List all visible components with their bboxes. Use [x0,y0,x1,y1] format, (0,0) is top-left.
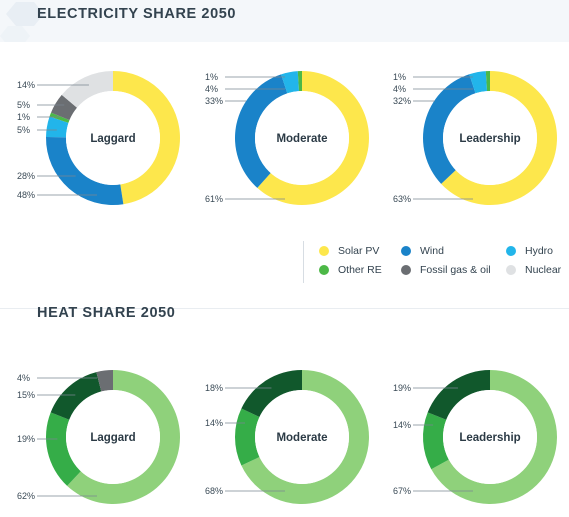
electricity-section-title: ELECTRICITY SHARE 2050 [37,6,237,22]
donut-slice [46,116,69,138]
donut-chart: Leadership 63% 32% 4% 1% [393,71,557,205]
slice-label: 4% [17,373,30,383]
slice-label: 5% [17,125,30,135]
legend-label: Hydro [525,245,554,257]
donut-center-title: Moderate [276,133,327,145]
slice-label: 48% [17,190,35,200]
hexagon-decoration-icon [0,2,44,42]
legend-label: Solar PV [338,245,380,257]
legend-label: Wind [420,245,444,257]
donut-hole [255,91,349,185]
legend-swatch [401,265,411,275]
slice-label: 32% [393,96,411,106]
slice-label: 67% [393,486,411,496]
legend-swatch [506,246,516,256]
legend-item-hydro: Hydro [506,245,553,257]
donut-chart: Laggard 48% 28% 5% 1% 5% 14% [17,71,181,205]
donut-chart: Leadership 67% 14% 19% [393,370,557,504]
donut-slice [297,71,302,92]
donut-slice [241,370,302,417]
legend-label: Fossil gas & oil [420,264,491,276]
slice-label: 62% [17,491,35,501]
donut-center-title: Moderate [276,432,327,444]
legend-item-wind: Wind [401,245,444,257]
donut-hole [66,390,160,484]
donut-slice [46,136,124,205]
donut-hole [255,390,349,484]
slice-label: 28% [17,171,35,181]
donut-center-title: Laggard [90,133,135,145]
slice-label: 1% [205,72,218,82]
header-band [0,0,569,42]
donut-slice [241,370,369,504]
slice-label: 5% [17,100,30,110]
donut-slice [431,370,557,504]
donut-chart: Moderate 61% 33% 4% 1% [205,71,369,205]
slice-label: 1% [393,72,406,82]
section-divider [0,308,569,309]
donut-slice [469,71,488,94]
legend-swatch [319,265,329,275]
slice-label: 18% [205,383,223,393]
legend-swatch [506,265,516,275]
slice-label: 15% [17,390,35,400]
donut-center-title: Leadership [459,432,520,444]
donut-hole [443,91,537,185]
slice-label: 68% [205,486,223,496]
donut-hole [443,390,537,484]
donut-chart: Moderate 68% 14% 18% [205,370,369,504]
donut-slice [281,71,300,94]
slice-label: 61% [205,194,223,204]
slice-label: 4% [393,84,406,94]
slice-label: 14% [205,418,223,428]
donut-slice [49,112,70,123]
chart-legend: Solar PV Wind Hydro Other RE Fossil gas … [303,241,566,283]
donut-slice [422,412,449,470]
legend-label: Nuclear [525,264,562,276]
donut-slice [257,71,369,205]
legend-item-fossil: Fossil gas & oil [401,264,491,276]
slice-label: 1% [17,112,30,122]
donut-slice [61,71,113,108]
slice-label: 14% [393,420,411,430]
donut-center-title: Laggard [90,432,135,444]
slice-label: 33% [205,96,223,106]
slice-label: 4% [205,84,218,94]
legend-item-other-re: Other RE [319,264,382,276]
donut-slice [96,370,113,392]
legend-item-nuclear: Nuclear [506,264,561,276]
slice-label: 19% [17,434,35,444]
donut-slice [50,372,102,420]
legend-label: Other RE [338,264,382,276]
slice-label: 14% [17,80,35,90]
donut-slice [485,71,490,92]
slice-label: 19% [393,383,411,393]
legend-swatch [401,246,411,256]
donut-slice [427,370,490,420]
donut-chart: Laggard 62% 19% 15% 4% [17,370,181,505]
slice-label: 63% [393,194,411,204]
donut-slice [51,94,78,121]
donut-slice [422,74,476,184]
donut-slice [441,71,557,205]
donut-slice [113,71,181,205]
legend-swatch [319,246,329,256]
donut-center-title: Leadership [459,133,520,145]
legend-item-solar-pv: Solar PV [319,245,379,257]
donut-hole [66,91,160,185]
donut-slice [45,412,81,486]
heat-section-title: HEAT SHARE 2050 [37,305,176,321]
donut-slice [234,74,288,188]
donut-slice [67,370,181,505]
